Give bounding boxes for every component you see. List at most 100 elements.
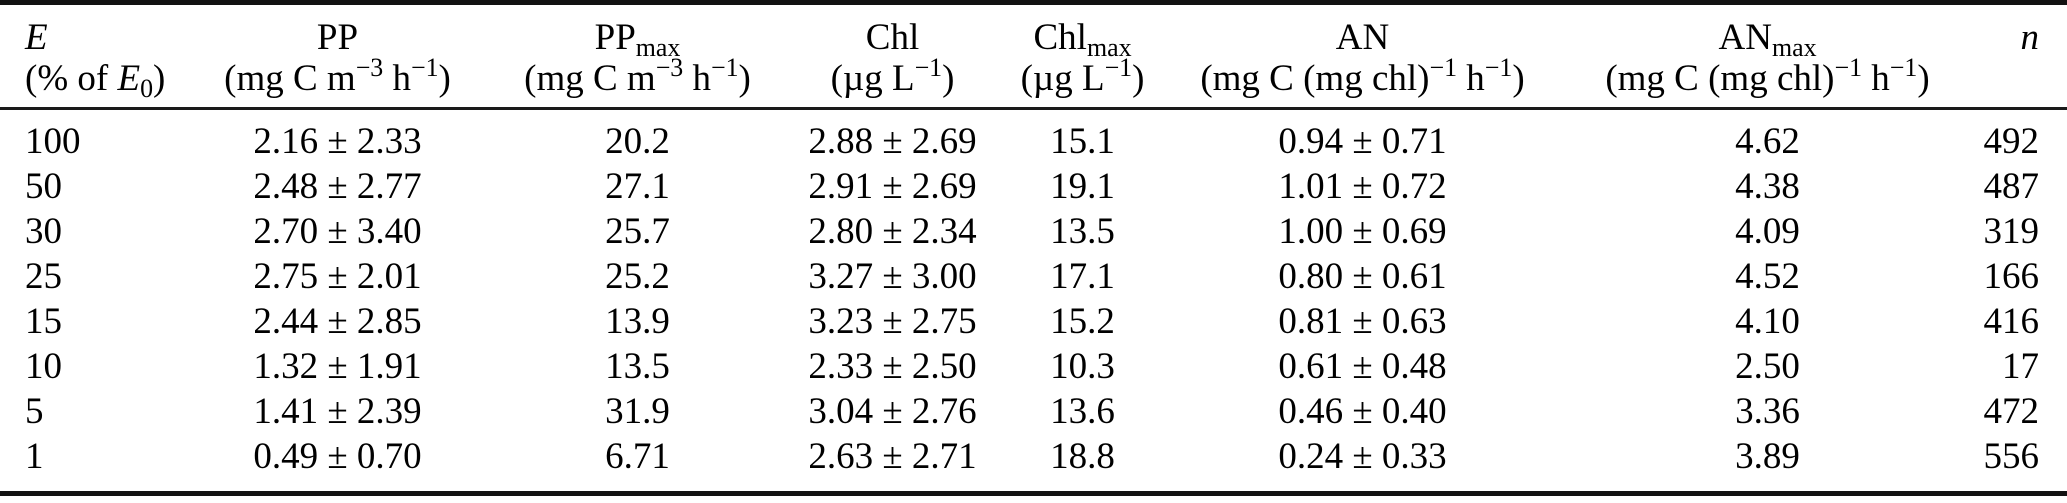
column-label: Chl bbox=[865, 17, 920, 58]
column-unit: (µg L−1) bbox=[830, 52, 955, 99]
cell-chl: 3.27 ± 3.00 bbox=[808, 256, 977, 297]
cell-pp: 0.49 ± 0.70 bbox=[253, 436, 422, 477]
cell-anmax: 4.38 bbox=[1735, 166, 1800, 207]
column-unit: (mg C m−3 h−1) bbox=[224, 52, 451, 99]
cell-e: 10 bbox=[25, 346, 62, 387]
cell-ppmax: 13.5 bbox=[605, 346, 670, 387]
cell-chl: 2.33 ± 2.50 bbox=[808, 346, 977, 387]
cell-an: 0.24 ± 0.33 bbox=[1278, 436, 1447, 477]
cell-pp: 2.44 ± 2.85 bbox=[253, 301, 422, 342]
cell-an: 0.94 ± 0.71 bbox=[1278, 121, 1447, 162]
cell-pp: 1.41 ± 2.39 bbox=[253, 391, 422, 432]
cell-e: 25 bbox=[25, 256, 62, 297]
cell-n: 319 bbox=[1983, 211, 2040, 252]
cell-n: 416 bbox=[1983, 301, 2040, 342]
table-row: 1 0.49 ± 0.70 6.71 2.63 ± 2.71 18.8 0.24 ± 0.… bbox=[0, 434, 2067, 494]
column-header-n: n bbox=[1975, 3, 2067, 109]
table-row: 30 2.70 ± 3.40 25.7 2.80 ± 2.34 13.5 1.00 ± 0… bbox=[0, 209, 2067, 254]
column-unit: (mg C (mg chl)−1 h−1) bbox=[1200, 52, 1525, 99]
cell-ppmax: 13.9 bbox=[605, 301, 670, 342]
cell-anmax: 4.62 bbox=[1735, 121, 1800, 162]
cell-n: 472 bbox=[1983, 391, 2040, 432]
cell-e: 50 bbox=[25, 166, 62, 207]
cell-chl: 3.23 ± 2.75 bbox=[808, 301, 977, 342]
cell-ppmax: 6.71 bbox=[605, 436, 670, 477]
cell-chl: 2.88 ± 2.69 bbox=[808, 121, 977, 162]
cell-ppmax: 27.1 bbox=[605, 166, 670, 207]
table-row: 10 1.32 ± 1.91 13.5 2.33 ± 2.50 10.3 0.61 ± 0… bbox=[0, 344, 2067, 389]
column-unit: (% of E0) bbox=[25, 58, 166, 104]
column-header-e: E (% of E0) bbox=[0, 3, 185, 109]
table-row: 15 2.44 ± 2.85 13.9 3.23 ± 2.75 15.2 0.81 ± 0… bbox=[0, 299, 2067, 344]
cell-pp: 2.70 ± 3.40 bbox=[253, 211, 422, 252]
table-row: 25 2.75 ± 2.01 25.2 3.27 ± 3.00 17.1 0.80 ± 0… bbox=[0, 254, 2067, 299]
cell-anmax: 4.10 bbox=[1735, 301, 1800, 342]
column-header-ppmax: PPmax (mg C m−3 h−1) bbox=[490, 3, 785, 109]
table-header: E (% of E0) PP (mg C m−3 h−1) PPmax (mg C m−3… bbox=[0, 3, 2067, 109]
cell-pp: 2.16 ± 2.33 bbox=[253, 121, 422, 162]
cell-chlmax: 18.8 bbox=[1050, 436, 1115, 477]
column-label: E bbox=[25, 17, 48, 58]
table-row: 50 2.48 ± 2.77 27.1 2.91 ± 2.69 19.1 1.01 ± 0… bbox=[0, 164, 2067, 209]
column-label: n bbox=[2020, 17, 2040, 58]
cell-chl: 3.04 ± 2.76 bbox=[808, 391, 977, 432]
table-row: 100 2.16 ± 2.33 20.2 2.88 ± 2.69 15.1 0.94 ± … bbox=[0, 109, 2067, 165]
cell-n: 492 bbox=[1983, 121, 2040, 162]
cell-chl: 2.91 ± 2.69 bbox=[808, 166, 977, 207]
cell-e: 1 bbox=[25, 436, 44, 477]
column-header-chlmax: Chlmax (µg L−1) bbox=[1000, 3, 1165, 109]
cell-chlmax: 13.5 bbox=[1050, 211, 1115, 252]
cell-chlmax: 17.1 bbox=[1050, 256, 1115, 297]
cell-an: 0.61 ± 0.48 bbox=[1278, 346, 1447, 387]
cell-e: 5 bbox=[25, 391, 44, 432]
column-header-an: AN (mg C (mg chl)−1 h−1) bbox=[1165, 3, 1560, 109]
cell-anmax: 3.89 bbox=[1735, 436, 1800, 477]
cell-ppmax: 31.9 bbox=[605, 391, 670, 432]
header-row: E (% of E0) PP (mg C m−3 h−1) PPmax (mg C m−3… bbox=[0, 3, 2067, 109]
cell-n: 487 bbox=[1983, 166, 2040, 207]
cell-anmax: 4.52 bbox=[1735, 256, 1800, 297]
column-unit: (mg C m−3 h−1) bbox=[524, 52, 751, 99]
cell-n: 166 bbox=[1983, 256, 2040, 297]
cell-n: 556 bbox=[1983, 436, 2040, 477]
cell-an: 0.46 ± 0.40 bbox=[1278, 391, 1447, 432]
cell-anmax: 3.36 bbox=[1735, 391, 1800, 432]
cell-pp: 2.75 ± 2.01 bbox=[253, 256, 422, 297]
column-header-pp: PP (mg C m−3 h−1) bbox=[185, 3, 490, 109]
cell-pp: 1.32 ± 1.91 bbox=[253, 346, 422, 387]
cell-ppmax: 25.7 bbox=[605, 211, 670, 252]
cell-chlmax: 15.2 bbox=[1050, 301, 1115, 342]
column-header-anmax: ANmax (mg C (mg chl)−1 h−1) bbox=[1560, 3, 1975, 109]
cell-chl: 2.63 ± 2.71 bbox=[808, 436, 977, 477]
cell-chl: 2.80 ± 2.34 bbox=[808, 211, 977, 252]
column-label: AN bbox=[1335, 17, 1390, 58]
column-label: ANmax bbox=[1718, 17, 1817, 63]
cell-ppmax: 20.2 bbox=[605, 121, 670, 162]
column-label: Chlmax bbox=[1033, 17, 1132, 63]
cell-chlmax: 10.3 bbox=[1050, 346, 1115, 387]
column-label: PP bbox=[316, 17, 359, 58]
cell-e: 100 bbox=[25, 121, 81, 162]
cell-an: 0.81 ± 0.63 bbox=[1278, 301, 1447, 342]
cell-chlmax: 19.1 bbox=[1050, 166, 1115, 207]
cell-anmax: 4.09 bbox=[1735, 211, 1800, 252]
column-unit: (µg L−1) bbox=[1020, 52, 1145, 99]
cell-chlmax: 15.1 bbox=[1050, 121, 1115, 162]
column-label: PPmax bbox=[594, 17, 681, 63]
cell-ppmax: 25.2 bbox=[605, 256, 670, 297]
cell-an: 0.80 ± 0.61 bbox=[1278, 256, 1447, 297]
column-unit: (mg C (mg chl)−1 h−1) bbox=[1605, 52, 1930, 99]
cell-an: 1.00 ± 0.69 bbox=[1278, 211, 1447, 252]
cell-anmax: 2.50 bbox=[1735, 346, 1800, 387]
cell-pp: 2.48 ± 2.77 bbox=[253, 166, 422, 207]
table-row: 5 1.41 ± 2.39 31.9 3.04 ± 2.76 13.6 0.46 ± 0.… bbox=[0, 389, 2067, 434]
cell-n: 17 bbox=[2002, 346, 2039, 387]
cell-chlmax: 13.6 bbox=[1050, 391, 1115, 432]
cell-e: 15 bbox=[25, 301, 62, 342]
cell-e: 30 bbox=[25, 211, 62, 252]
cell-an: 1.01 ± 0.72 bbox=[1278, 166, 1447, 207]
table-body: 100 2.16 ± 2.33 20.2 2.88 ± 2.69 15.1 0.94 ± … bbox=[0, 109, 2067, 494]
column-header-chl: Chl (µg L−1) bbox=[785, 3, 1000, 109]
